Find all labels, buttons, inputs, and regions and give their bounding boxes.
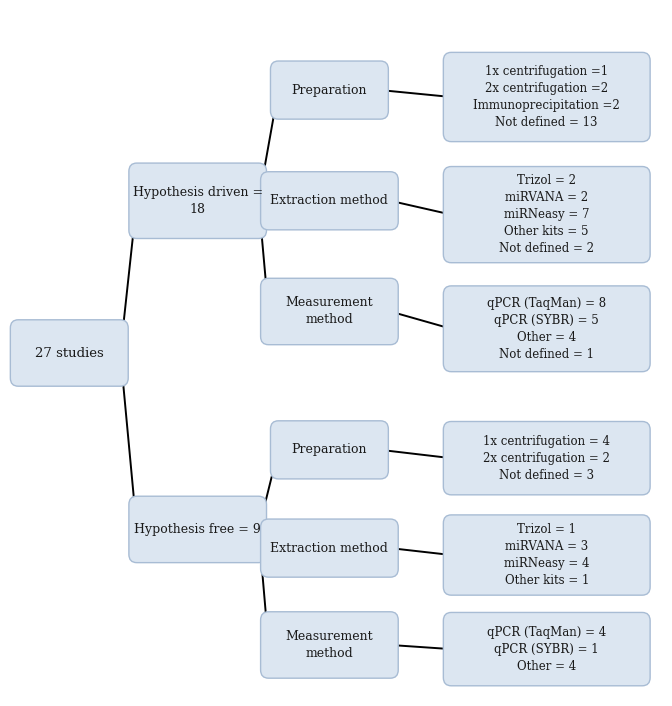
FancyBboxPatch shape xyxy=(270,421,388,479)
Text: 27 studies: 27 studies xyxy=(35,347,103,359)
FancyBboxPatch shape xyxy=(10,320,128,386)
Text: Extraction method: Extraction method xyxy=(270,194,388,208)
Text: Extraction method: Extraction method xyxy=(270,542,388,555)
FancyBboxPatch shape xyxy=(261,172,398,230)
FancyBboxPatch shape xyxy=(261,278,398,345)
Text: 1x centrifugation =1
2x centrifugation =2
Immunoprecipitation =2
Not defined = 1: 1x centrifugation =1 2x centrifugation =… xyxy=(473,65,620,129)
FancyBboxPatch shape xyxy=(129,496,267,563)
Text: Trizol = 1
miRVANA = 3
miRNeasy = 4
Other kits = 1: Trizol = 1 miRVANA = 3 miRNeasy = 4 Othe… xyxy=(504,523,589,587)
Text: Trizol = 2
miRVANA = 2
miRNeasy = 7
Other kits = 5
Not defined = 2: Trizol = 2 miRVANA = 2 miRNeasy = 7 Othe… xyxy=(499,174,594,255)
FancyBboxPatch shape xyxy=(261,519,398,578)
Text: Preparation: Preparation xyxy=(292,443,367,456)
FancyBboxPatch shape xyxy=(444,515,650,595)
Text: 1x centrifugation = 4
2x centrifugation = 2
Not defined = 3: 1x centrifugation = 4 2x centrifugation … xyxy=(483,435,610,481)
FancyBboxPatch shape xyxy=(444,613,650,686)
Text: Measurement
method: Measurement method xyxy=(286,297,373,326)
Text: Hypothesis free = 9: Hypothesis free = 9 xyxy=(134,523,261,536)
FancyBboxPatch shape xyxy=(444,167,650,263)
FancyBboxPatch shape xyxy=(270,61,388,119)
FancyBboxPatch shape xyxy=(444,52,650,142)
Text: Preparation: Preparation xyxy=(292,83,367,97)
FancyBboxPatch shape xyxy=(129,163,267,239)
FancyBboxPatch shape xyxy=(444,421,650,495)
Text: qPCR (TaqMan) = 8
qPCR (SYBR) = 5
Other = 4
Not defined = 1: qPCR (TaqMan) = 8 qPCR (SYBR) = 5 Other … xyxy=(487,297,606,361)
Text: qPCR (TaqMan) = 4
qPCR (SYBR) = 1
Other = 4: qPCR (TaqMan) = 4 qPCR (SYBR) = 1 Other … xyxy=(487,626,606,673)
FancyBboxPatch shape xyxy=(444,286,650,371)
Text: Measurement
method: Measurement method xyxy=(286,630,373,660)
Text: Hypothesis driven =
18: Hypothesis driven = 18 xyxy=(132,186,263,216)
FancyBboxPatch shape xyxy=(261,612,398,678)
